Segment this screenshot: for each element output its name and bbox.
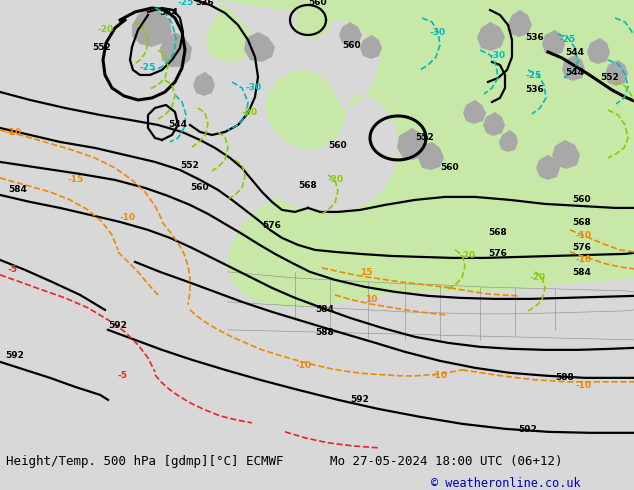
- Polygon shape: [463, 100, 486, 124]
- Text: 536: 536: [525, 33, 544, 42]
- Polygon shape: [605, 60, 628, 86]
- Text: 560: 560: [572, 195, 591, 204]
- Text: 592: 592: [350, 395, 369, 404]
- Text: -20: -20: [530, 273, 546, 282]
- Text: -10: -10: [432, 371, 448, 380]
- Text: 560: 560: [328, 141, 347, 150]
- Text: 544: 544: [565, 68, 584, 77]
- Polygon shape: [206, 0, 252, 62]
- Polygon shape: [132, 8, 172, 47]
- Polygon shape: [220, 0, 634, 307]
- Polygon shape: [160, 32, 192, 67]
- Text: 568: 568: [298, 181, 317, 190]
- Text: © weatheronline.co.uk: © weatheronline.co.uk: [431, 477, 581, 490]
- Text: Height/Temp. 500 hPa [gdmp][°C] ECMWF: Height/Temp. 500 hPa [gdmp][°C] ECMWF: [6, 455, 284, 467]
- Text: 536: 536: [195, 0, 214, 7]
- Text: 544: 544: [159, 8, 178, 17]
- Text: -10: -10: [295, 361, 311, 370]
- Text: 592: 592: [518, 425, 537, 434]
- Text: 588: 588: [315, 328, 333, 337]
- Polygon shape: [587, 38, 610, 64]
- Text: 552: 552: [92, 43, 111, 52]
- Text: -10: -10: [120, 213, 136, 222]
- Text: 552: 552: [600, 73, 619, 82]
- Text: -5: -5: [118, 371, 128, 380]
- Polygon shape: [483, 112, 505, 136]
- Text: -10: -10: [575, 255, 591, 264]
- Text: 584: 584: [8, 185, 27, 194]
- Polygon shape: [360, 35, 382, 59]
- Text: 584: 584: [315, 305, 334, 314]
- Text: Mo 27-05-2024 18:00 UTC (06+12): Mo 27-05-2024 18:00 UTC (06+12): [330, 455, 562, 467]
- Text: -20: -20: [328, 175, 344, 184]
- Polygon shape: [418, 142, 444, 170]
- Text: -25: -25: [525, 71, 541, 80]
- Text: 568: 568: [488, 228, 507, 237]
- Text: 15: 15: [360, 268, 373, 277]
- Text: 10: 10: [365, 295, 377, 304]
- Text: 552: 552: [180, 161, 198, 170]
- Polygon shape: [536, 155, 560, 180]
- Polygon shape: [193, 72, 215, 96]
- Text: 584: 584: [572, 268, 591, 277]
- Text: -25: -25: [560, 35, 576, 44]
- Text: 560: 560: [308, 0, 327, 7]
- Text: 552: 552: [415, 133, 434, 142]
- Text: -10: -10: [575, 381, 591, 390]
- Polygon shape: [542, 30, 565, 56]
- Text: 560: 560: [440, 163, 458, 172]
- Text: -30: -30: [245, 83, 261, 92]
- Text: 592: 592: [108, 321, 127, 330]
- Text: 560: 560: [190, 183, 209, 192]
- Polygon shape: [508, 10, 532, 37]
- Text: -20: -20: [460, 251, 476, 260]
- Text: 544: 544: [168, 120, 187, 129]
- Text: 560: 560: [342, 41, 361, 50]
- Text: 568: 568: [572, 218, 591, 227]
- Polygon shape: [562, 55, 585, 81]
- Text: -30: -30: [490, 51, 506, 60]
- Text: -25: -25: [140, 63, 156, 72]
- Text: -30: -30: [430, 28, 446, 37]
- Text: -15: -15: [68, 175, 84, 184]
- Text: -25: -25: [178, 0, 194, 7]
- Polygon shape: [397, 128, 428, 160]
- Text: -10: -10: [575, 231, 591, 240]
- Polygon shape: [552, 140, 580, 169]
- Text: -10: -10: [5, 128, 21, 137]
- Text: -20: -20: [98, 25, 114, 34]
- Text: 576: 576: [488, 249, 507, 258]
- Text: -5: -5: [8, 265, 18, 274]
- Text: -20: -20: [242, 108, 258, 117]
- Text: 588: 588: [555, 373, 574, 382]
- Text: 592: 592: [5, 351, 24, 360]
- Polygon shape: [339, 22, 362, 46]
- Polygon shape: [244, 32, 275, 62]
- Text: 544: 544: [565, 48, 584, 57]
- Polygon shape: [477, 22, 505, 51]
- Polygon shape: [294, 0, 332, 38]
- Polygon shape: [499, 130, 518, 152]
- Text: 536: 536: [525, 85, 544, 94]
- Text: 576: 576: [572, 243, 591, 252]
- Text: 576: 576: [262, 221, 281, 230]
- Polygon shape: [395, 0, 634, 55]
